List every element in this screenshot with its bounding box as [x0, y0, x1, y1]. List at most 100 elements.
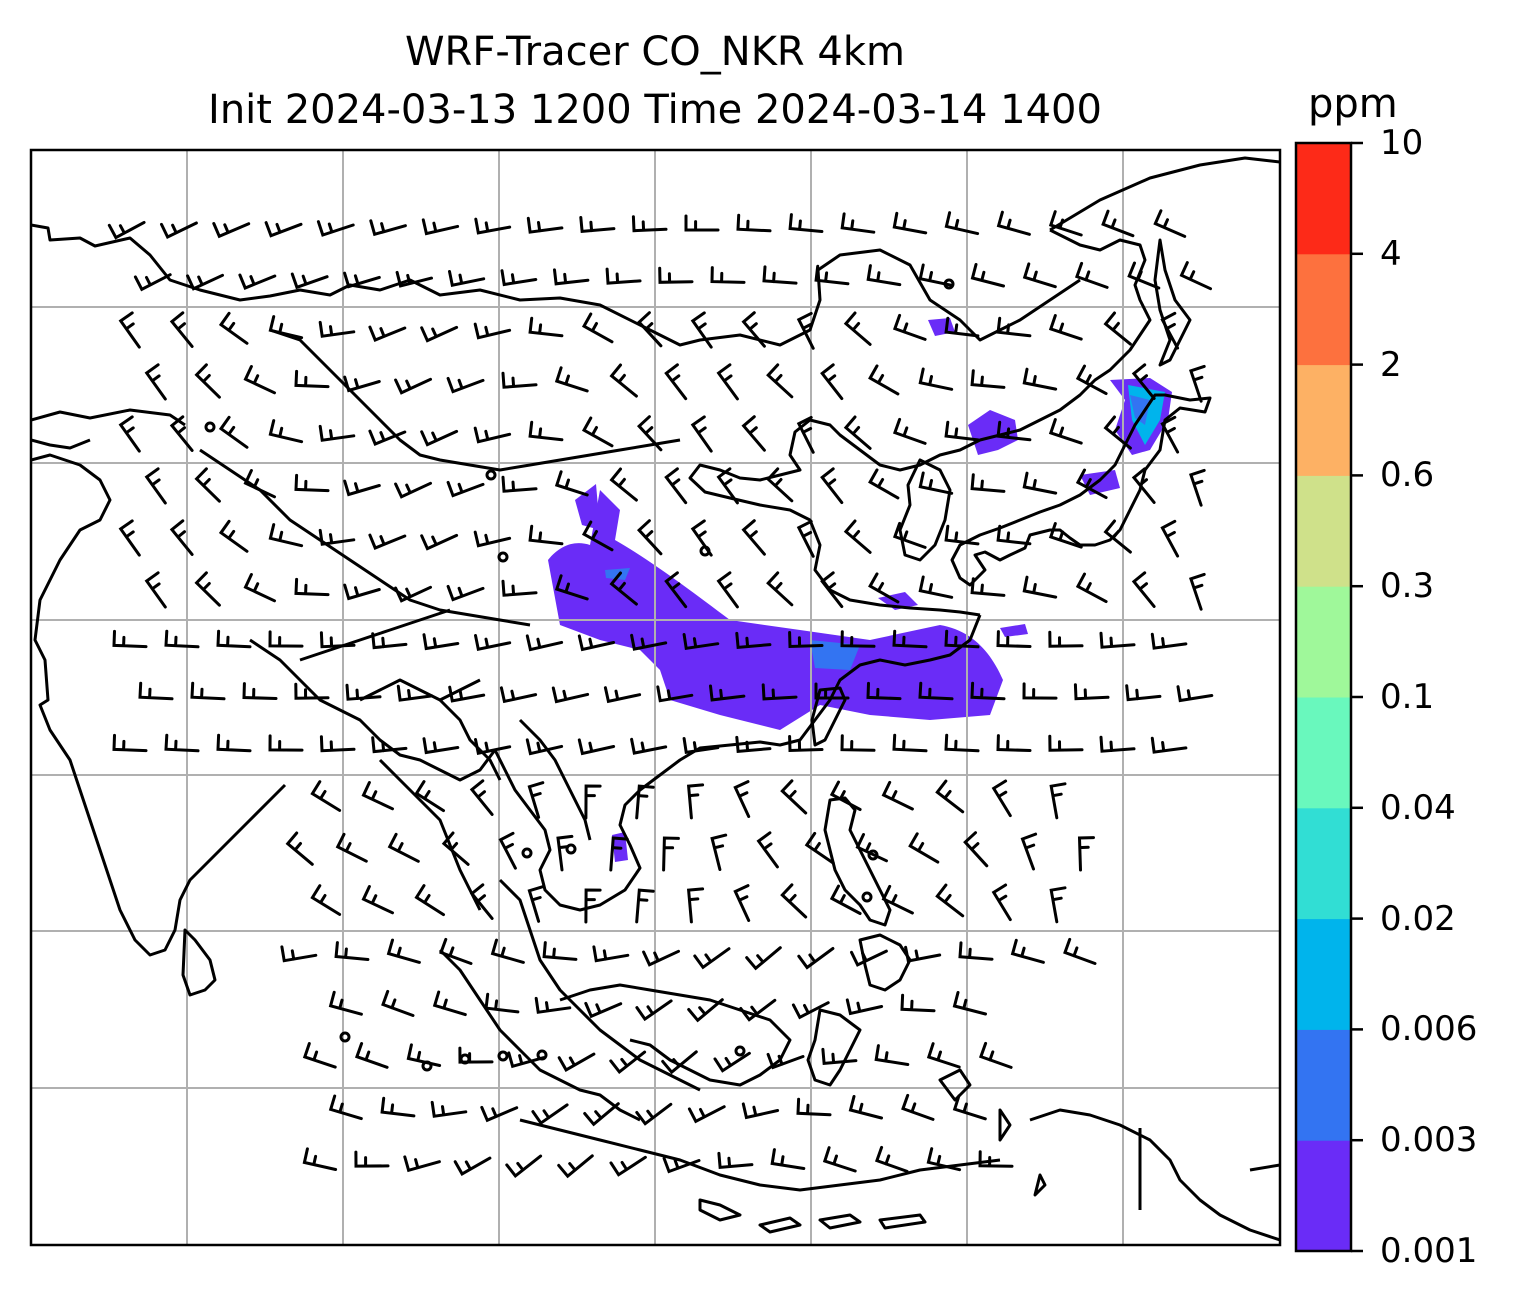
wind-barb — [603, 686, 642, 704]
wind-barb — [318, 320, 356, 338]
wind-barb — [1160, 415, 1180, 454]
wind-barb — [395, 270, 433, 288]
wind-barb — [661, 1050, 698, 1075]
wind-barb — [473, 530, 512, 548]
wind-barb — [500, 269, 538, 287]
wind-barb — [687, 998, 724, 1023]
colorbar-tick-label: 0.003 — [1380, 1120, 1478, 1161]
wind-barb — [918, 367, 954, 391]
colorbar-unit-label: ppm — [1308, 81, 1398, 127]
wind-barb — [970, 577, 1006, 597]
wind-barb — [218, 519, 249, 553]
wind-barb — [1103, 311, 1132, 346]
wind-barb — [294, 473, 330, 493]
wind-barb — [501, 475, 538, 493]
wind-barb — [630, 737, 668, 755]
wind-barb — [118, 519, 141, 557]
wind-barb — [635, 999, 673, 1022]
wind-barb — [1131, 363, 1156, 400]
wind-barb — [169, 415, 194, 452]
wind-barb — [820, 363, 844, 401]
wind-barb — [528, 524, 564, 546]
wind-barb — [194, 467, 221, 503]
wind-barb — [474, 738, 512, 755]
wind-barb — [605, 267, 642, 285]
map-frame — [29, 148, 1282, 1247]
wind-barb — [439, 937, 473, 965]
wind-barb — [584, 888, 602, 924]
wind-barb — [1074, 261, 1109, 289]
wind-barb — [396, 684, 434, 702]
wind-barb — [553, 268, 590, 286]
wind-barb — [448, 270, 486, 287]
wind-barb — [527, 781, 545, 819]
wind-barb — [112, 629, 148, 649]
wind-barb — [970, 473, 1006, 493]
wind-barb — [736, 213, 772, 233]
wind-barb — [996, 734, 1032, 752]
wind-barb — [1022, 471, 1058, 495]
wind-barb — [814, 264, 850, 286]
wind-barb — [268, 734, 304, 752]
colorbar-tick-label: 0.6 — [1380, 455, 1435, 496]
wind-barb — [944, 629, 980, 649]
wind-barb — [709, 684, 746, 702]
wind-barb — [944, 420, 980, 442]
wind-barb — [1022, 262, 1057, 289]
wind-barb — [658, 266, 694, 284]
wind-barb — [446, 376, 485, 394]
wind-barb — [144, 363, 167, 401]
wind-barb — [664, 467, 688, 505]
wind-barb — [112, 733, 148, 753]
wind-barb — [829, 780, 862, 811]
wind-barb — [840, 630, 876, 648]
wind-barb — [868, 364, 900, 396]
wind-barb — [866, 681, 902, 701]
wind-barb — [394, 481, 432, 499]
wind-barb — [542, 941, 578, 961]
wind-barb — [290, 272, 329, 290]
wind-barb — [739, 998, 777, 1022]
wind-barb — [430, 1100, 468, 1118]
wind-barb — [1075, 572, 1108, 604]
wind-barb — [840, 212, 876, 234]
wind-barb — [1048, 314, 1083, 341]
wind-barb — [1160, 519, 1180, 558]
wind-barb — [791, 1001, 830, 1020]
wind-barb — [900, 993, 936, 1013]
wind-barb — [525, 738, 564, 756]
wind-barb — [316, 220, 355, 237]
wind-barb — [636, 415, 663, 452]
wind-barb — [1179, 261, 1212, 291]
wind-barb — [840, 734, 876, 752]
wind-barb — [788, 735, 824, 753]
wind-barb — [944, 733, 980, 753]
wind-barb — [814, 682, 850, 700]
wind-barb — [328, 990, 363, 1016]
wind-barb — [1160, 311, 1180, 350]
wind-barb — [1020, 832, 1038, 871]
wind-barb — [631, 215, 668, 233]
wind-barb — [996, 630, 1032, 648]
wind-barb — [682, 633, 720, 650]
colorbar-tick-label: 4 — [1380, 233, 1402, 274]
wind-barb — [318, 424, 356, 442]
wind-barb — [630, 633, 668, 651]
wind-barb — [212, 222, 251, 239]
wind-barb — [446, 584, 485, 602]
wind-barb — [635, 784, 655, 820]
wind-barb — [318, 528, 356, 546]
wind-barb — [243, 365, 276, 395]
colorbar-tick-label: 0.1 — [1380, 677, 1435, 717]
wind-barbs — [107, 209, 1214, 1179]
wind-barb — [394, 377, 432, 395]
wind-barb — [268, 630, 304, 648]
wind-barb — [664, 571, 688, 609]
wind-barb — [302, 1147, 338, 1171]
wind-barb — [684, 214, 720, 232]
wind-barb — [855, 833, 888, 863]
wind-barb — [1103, 415, 1132, 450]
wind-barb — [592, 945, 630, 963]
wind-barb — [268, 419, 304, 444]
